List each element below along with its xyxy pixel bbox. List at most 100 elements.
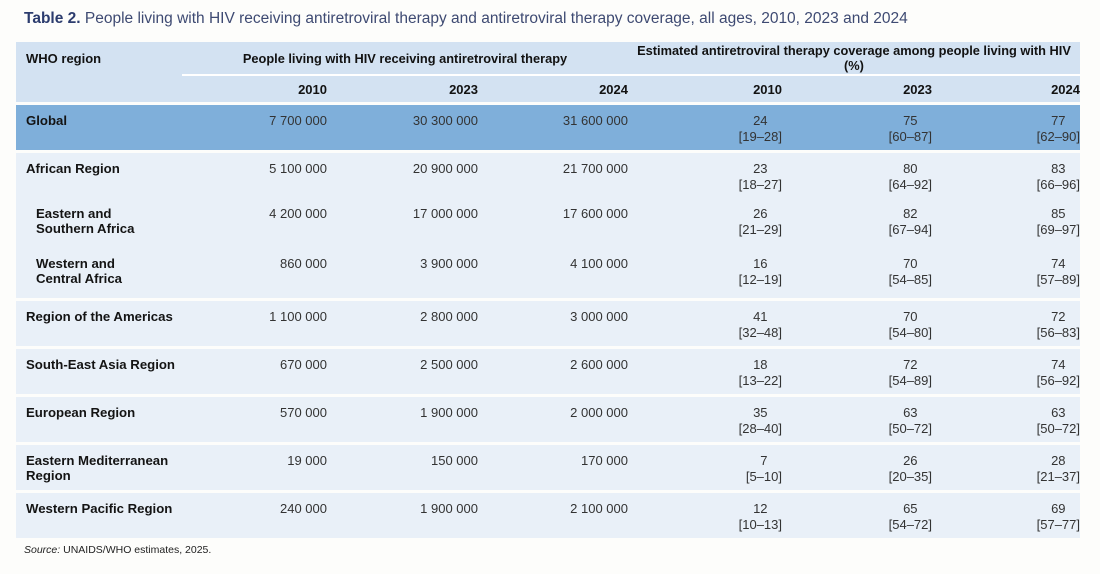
table-row: Eastern Mediterranean Region 19 000 150 000…: [16, 445, 1080, 490]
region-label-line: Southern Africa: [36, 221, 135, 236]
coverage-uncertainty-range: [54–80]: [888, 325, 932, 340]
coverage-value-block: 74 [57–89]: [1037, 256, 1080, 288]
art-value-cell: 3 000 000: [570, 309, 628, 324]
art-value-cell: 240 000: [280, 501, 327, 516]
header-divider-rule: [182, 74, 1080, 76]
column-header-coverage-2024: 2024: [1051, 81, 1080, 97]
coverage-value: 74: [1051, 256, 1066, 271]
coverage-value-block: 82 [67–94]: [889, 206, 932, 238]
coverage-uncertainty-range: [12–19]: [738, 272, 782, 287]
coverage-uncertainty-range: [10–13]: [738, 517, 782, 532]
coverage-value-cell: 70 [54–80]: [782, 309, 932, 342]
coverage-value-cell: 85 [69–97]: [932, 206, 1080, 244]
coverage-value-block: 70 [54–85]: [889, 256, 932, 288]
coverage-value: 74: [1051, 357, 1066, 372]
coverage-uncertainty-range: [62–90]: [1036, 129, 1080, 144]
coverage-value: 75: [903, 113, 918, 128]
column-header-coverage-2023: 2023: [903, 81, 932, 97]
coverage-value-block: 16 [12–19]: [739, 256, 782, 288]
source-label: Source:: [24, 544, 61, 556]
coverage-value-cell: 74 [57–89]: [932, 256, 1080, 294]
region-label: African Region: [16, 161, 182, 194]
art-value-cell: 3 900 000: [420, 256, 478, 271]
art-value-cell: 2 500 000: [420, 357, 478, 372]
coverage-value-cell: 26 [20–35]: [782, 453, 932, 486]
coverage-value: 16: [753, 256, 768, 271]
coverage-uncertainty-range: [54–89]: [888, 373, 932, 388]
table-title: Table 2. People living with HIV receivin…: [24, 9, 908, 29]
region-label: Western and Central Africa: [16, 256, 182, 294]
coverage-value-block: 75 [60–87]: [889, 113, 932, 145]
region-label: Eastern Mediterranean Region: [16, 453, 182, 486]
coverage-value-cell: 35 [28–40]: [628, 405, 782, 438]
coverage-uncertainty-range: [56–83]: [1036, 325, 1080, 340]
coverage-uncertainty-range: [19–28]: [738, 129, 782, 144]
table-title-number: Table 2.: [24, 10, 81, 27]
art-value-cell: 5 100 000: [269, 161, 327, 176]
coverage-value: 72: [903, 357, 918, 372]
region-label-line: European Region: [26, 405, 136, 420]
coverage-value-cell: 16 [12–19]: [628, 256, 782, 294]
coverage-value-block: 18 [13–22]: [739, 357, 782, 389]
region-label-line: Western and: [36, 256, 115, 271]
art-value-cell: 2 800 000: [420, 309, 478, 324]
coverage-uncertainty-range: [54–72]: [888, 517, 932, 532]
coverage-value-block: 7 [5–10]: [746, 453, 782, 485]
coverage-value: 72: [1051, 309, 1066, 324]
coverage-uncertainty-range: [21–29]: [738, 222, 782, 237]
coverage-value-cell: 77 [62–90]: [932, 113, 1080, 146]
coverage-uncertainty-range: [66–96]: [1036, 177, 1080, 192]
table-row: Region of the Americas 1 100 000 2 800 000…: [16, 301, 1080, 346]
region-label-line: Region: [26, 468, 71, 483]
coverage-value-cell: 24 [19–28]: [628, 113, 782, 146]
region-row-block: Western Pacific Region 240 000 1 900 000 2 …: [16, 493, 1080, 538]
coverage-value: 24: [753, 113, 768, 128]
coverage-value-block: 74 [56–92]: [1037, 357, 1080, 389]
coverage-value-block: 85 [69–97]: [1037, 206, 1080, 238]
region-row-block: Eastern Mediterranean Region 19 000 150 000…: [16, 445, 1080, 490]
column-group-coverage-header: Estimated antiretroviral therapy coverag…: [637, 43, 1071, 73]
coverage-value: 41: [753, 309, 768, 324]
coverage-uncertainty-range: [21–37]: [1036, 469, 1080, 484]
coverage-value-cell: 7 [5–10]: [628, 453, 782, 486]
coverage-value-cell: 63 [50–72]: [782, 405, 932, 438]
art-value-cell: 2 100 000: [570, 501, 628, 516]
art-value-cell: 4 200 000: [269, 206, 327, 221]
table-row: European Region 570 000 1 900 000 2 000 000…: [16, 397, 1080, 442]
art-value-cell: 570 000: [280, 405, 327, 420]
table-row: African Region 5 100 000 20 900 000 21 700 …: [16, 153, 1080, 198]
table-row: South-East Asia Region 670 000 2 500 000 2 …: [16, 349, 1080, 394]
coverage-value-block: 63 [50–72]: [1037, 405, 1080, 437]
coverage-uncertainty-range: [32–48]: [738, 325, 782, 340]
coverage-value: 83: [1051, 161, 1066, 176]
coverage-value-cell: 69 [57–77]: [932, 501, 1080, 534]
art-value-cell: 2 600 000: [570, 357, 628, 372]
art-value-cell: 1 100 000: [269, 309, 327, 324]
region-label: Eastern and Southern Africa: [16, 206, 182, 244]
coverage-uncertainty-range: [56–92]: [1036, 373, 1080, 388]
art-value-cell: 860 000: [280, 256, 327, 271]
coverage-value-block: 83 [66–96]: [1037, 161, 1080, 193]
coverage-value-cell: 23 [18–27]: [628, 161, 782, 194]
coverage-value: 63: [903, 405, 918, 420]
coverage-value: 85: [1051, 206, 1066, 221]
region-label-line: Eastern Mediterranean: [26, 453, 169, 468]
region-label-line: Region of the Americas: [26, 309, 173, 324]
coverage-value-block: 70 [54–80]: [889, 309, 932, 341]
global-row-block: Global 7 700 000 30 300 000 31 600 000 24 [19…: [16, 105, 1080, 150]
coverage-value-block: 26 [21–29]: [739, 206, 782, 238]
coverage-value: 63: [1051, 405, 1066, 420]
coverage-value-cell: 18 [13–22]: [628, 357, 782, 390]
coverage-value-block: 41 [32–48]: [739, 309, 782, 341]
coverage-uncertainty-range: [67–94]: [888, 222, 932, 237]
coverage-value-cell: 75 [60–87]: [782, 113, 932, 146]
coverage-value-cell: 72 [56–83]: [932, 309, 1080, 342]
coverage-value: 65: [903, 501, 918, 516]
region-label-line: Central Africa: [36, 271, 122, 286]
coverage-value: 12: [753, 501, 768, 516]
coverage-value: 35: [753, 405, 768, 420]
coverage-uncertainty-range: [18–27]: [738, 177, 782, 192]
region-label-line: Western Pacific Region: [26, 501, 173, 516]
column-header-who-region: WHO region: [26, 50, 102, 66]
